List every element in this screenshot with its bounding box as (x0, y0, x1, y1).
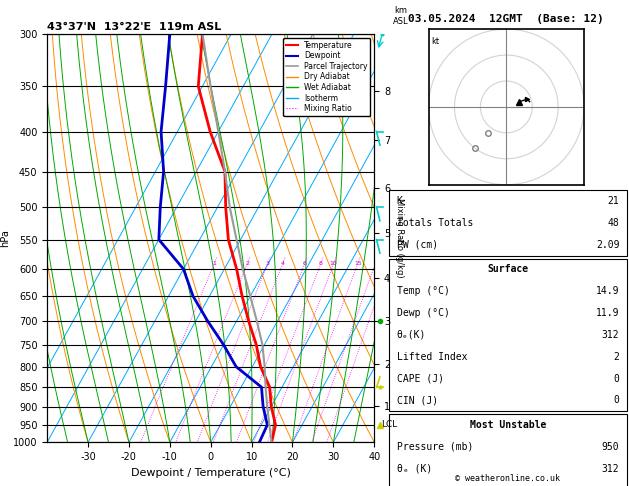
Text: 3: 3 (265, 261, 270, 266)
Text: 4: 4 (281, 261, 285, 266)
Text: 14.9: 14.9 (596, 286, 620, 296)
Text: 43°37'N  13°22'E  119m ASL: 43°37'N 13°22'E 119m ASL (47, 22, 221, 32)
Text: 0: 0 (613, 396, 620, 405)
Text: 10: 10 (330, 261, 338, 266)
Text: 8: 8 (319, 261, 323, 266)
Text: 950: 950 (602, 442, 620, 452)
Text: 6: 6 (303, 261, 307, 266)
Text: © weatheronline.co.uk: © weatheronline.co.uk (455, 474, 560, 483)
Text: 0: 0 (613, 374, 620, 383)
Bar (389, 190, 626, 256)
Text: 15: 15 (354, 261, 362, 266)
Text: θₑ (K): θₑ (K) (396, 464, 431, 474)
Y-axis label: hPa: hPa (0, 229, 10, 247)
Text: 21: 21 (608, 196, 620, 206)
Text: PW (cm): PW (cm) (396, 240, 438, 250)
Text: CIN (J): CIN (J) (396, 396, 438, 405)
Text: Temp (°C): Temp (°C) (396, 286, 449, 296)
Text: 03.05.2024  12GMT  (Base: 12): 03.05.2024 12GMT (Base: 12) (408, 14, 604, 24)
Text: CAPE (J): CAPE (J) (396, 374, 443, 383)
Text: kt: kt (431, 37, 439, 46)
Text: 2.09: 2.09 (596, 240, 620, 250)
Text: Totals Totals: Totals Totals (396, 218, 473, 228)
Text: Lifted Index: Lifted Index (396, 352, 467, 362)
Text: km
ASL: km ASL (392, 6, 408, 26)
Text: 312: 312 (602, 330, 620, 340)
Text: 11.9: 11.9 (596, 308, 620, 318)
Text: Most Unstable: Most Unstable (470, 420, 546, 430)
Bar (389, 259, 626, 411)
Text: Dewp (°C): Dewp (°C) (396, 308, 449, 318)
Text: 2: 2 (613, 352, 620, 362)
Text: 1: 1 (213, 261, 216, 266)
Text: 2: 2 (245, 261, 249, 266)
Text: LCL: LCL (381, 420, 398, 429)
Text: 48: 48 (608, 218, 620, 228)
X-axis label: Dewpoint / Temperature (°C): Dewpoint / Temperature (°C) (131, 468, 291, 478)
Text: θₑ(K): θₑ(K) (396, 330, 426, 340)
Y-axis label: Mixing Ratio (g/kg): Mixing Ratio (g/kg) (395, 198, 404, 278)
Text: Surface: Surface (487, 264, 528, 275)
Bar (389, 414, 626, 486)
Legend: Temperature, Dewpoint, Parcel Trajectory, Dry Adiabat, Wet Adiabat, Isotherm, Mi: Temperature, Dewpoint, Parcel Trajectory… (283, 38, 370, 116)
Text: Pressure (mb): Pressure (mb) (396, 442, 473, 452)
Text: K: K (396, 196, 403, 206)
Text: 312: 312 (602, 464, 620, 474)
